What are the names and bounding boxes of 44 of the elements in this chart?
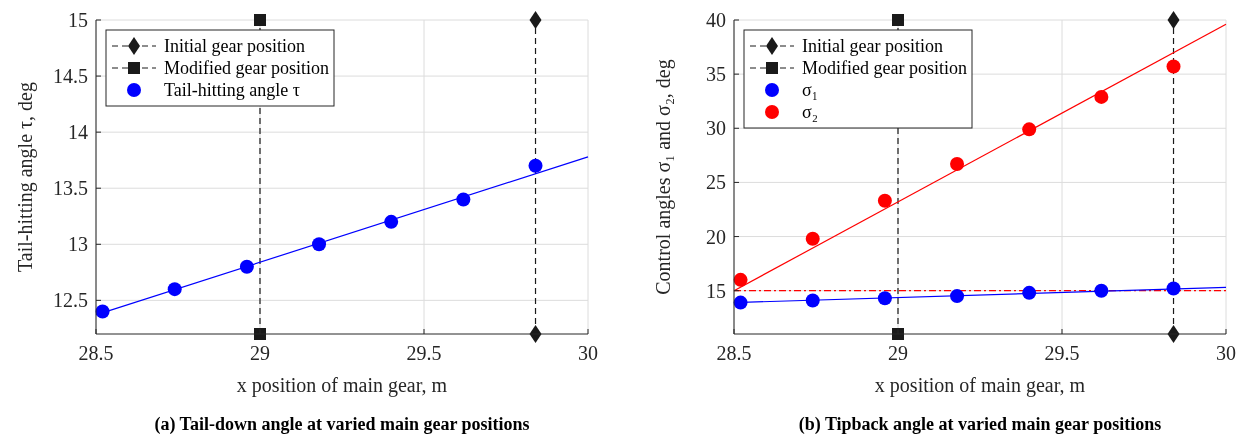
x-tick-label: 28.5 [78,342,114,364]
x-tick-label: 29 [888,342,908,364]
y-axis-title: Control angles σ₁ and σ₂, deg [652,59,675,295]
legend-label: σ₁ [802,80,818,100]
point [1167,11,1180,29]
point [950,157,965,172]
point [1094,89,1109,104]
y-tick-label: 25 [706,171,726,194]
x-axis-title: x position of main gear, m [874,374,1086,397]
y-tick-label: 40 [706,9,726,31]
y-tick-label: 12.5 [53,289,88,312]
x-axis-title: x position of main gear, m [236,374,448,397]
point [529,11,542,29]
y-tick-label: 30 [706,117,726,140]
legend-label: Modified gear position [164,58,329,78]
legend-label: σ₂ [802,102,818,122]
y-axis-title: Tail-hitting angle τ, deg [14,82,37,272]
y-tick-label: 15 [706,279,726,302]
y-tick-label: 20 [706,225,726,248]
y-tick-label: 15 [68,9,88,31]
point [877,193,892,208]
text: (b) Tipback angle at varied main gear positions [798,414,1162,435]
point [1166,59,1181,74]
y-tick-label: 14.5 [53,65,88,88]
x-tick-label: 29.5 [406,342,442,364]
legend-label: Tail-hitting angle τ [164,80,300,100]
legend-label: Initial gear position [802,36,943,56]
x-tick-label: 29 [250,342,270,364]
y-tick-label: 13.5 [53,177,88,200]
y-tick-label: 14 [68,121,88,144]
point [805,231,820,246]
legend-label: Initial gear position [164,36,305,56]
point [528,158,543,173]
text: (a) Tail-down angle at varied main gear positions [154,414,530,435]
x-tick-label: 30 [1216,342,1236,364]
y-tick-label: 35 [706,63,726,86]
x-tick-label: 30 [578,342,598,364]
legend-label: Modified gear position [802,58,967,78]
point [892,14,904,26]
y-tick-label: 13 [68,233,88,256]
point [254,14,266,26]
x-tick-label: 29.5 [1044,342,1080,364]
point [1022,285,1037,300]
x-tick-label: 28.5 [716,342,752,364]
